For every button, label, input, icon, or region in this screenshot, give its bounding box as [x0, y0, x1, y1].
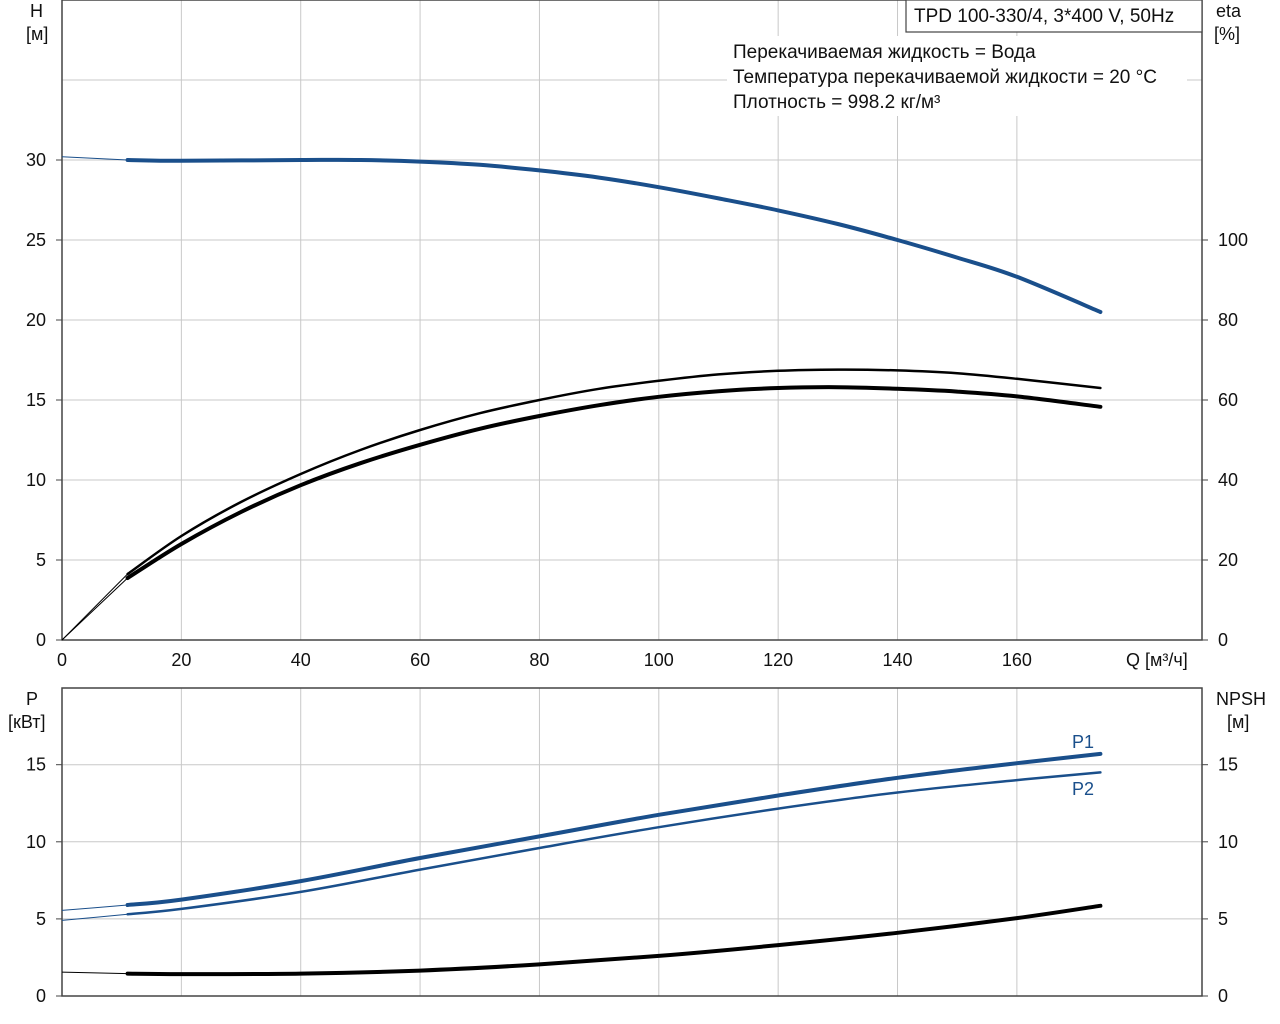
x-axis-label: Q [м³/ч] [1126, 650, 1188, 670]
curve-p1 [125, 751, 1103, 907]
y-right-tick-label: 20 [1218, 550, 1238, 570]
curve-extension-0-0 [61, 156, 128, 161]
title-box-text: TPD 100-330/4, 3*400 V, 50Hz [914, 6, 1174, 27]
x-tick-label: 40 [291, 650, 311, 670]
bottom-y-left-label-unit: [кВт] [8, 712, 46, 732]
y-left-tick-label: 5 [36, 909, 46, 929]
curve-extension-0-2 [61, 577, 128, 641]
y-right-tick-label: 100 [1218, 230, 1248, 250]
x-tick-label: 140 [882, 650, 912, 670]
x-tick-label: 120 [763, 650, 793, 670]
curve-1-2 [125, 903, 1103, 977]
series-label-p2: P2 [1072, 779, 1094, 799]
y-left-tick-label: 0 [36, 986, 46, 1006]
x-tick-label: 60 [410, 650, 430, 670]
info-line-liquid: Перекачиваемая жидкость = Вода [733, 42, 1036, 63]
y-right-tick-label: 60 [1218, 390, 1238, 410]
y-right-tick-label: 15 [1218, 755, 1238, 775]
top-y-right-label-unit: [%] [1214, 24, 1240, 44]
x-tick-label: 20 [171, 650, 191, 670]
y-left-tick-label: 10 [26, 470, 46, 490]
curve-extension-1-1 [61, 913, 128, 921]
title-box [905, 0, 1203, 33]
x-tick-label: 100 [644, 650, 674, 670]
top-y-left-label-name: H [30, 1, 43, 21]
y-right-tick-label: 80 [1218, 310, 1238, 330]
bottom-y-left-label-name: P [26, 689, 38, 709]
y-right-tick-label: 5 [1218, 909, 1228, 929]
bottom-y-right-label-name: NPSH [1216, 689, 1266, 709]
y-right-tick-label: 40 [1218, 470, 1238, 490]
curve-0-1 [126, 368, 1102, 576]
x-tick-label: 160 [1002, 650, 1032, 670]
y-right-tick-label: 10 [1218, 832, 1238, 852]
curve-0-0 [125, 157, 1103, 314]
bottom-y-right-label-unit: [м] [1227, 712, 1249, 732]
y-left-tick-label: 15 [26, 755, 46, 775]
bottom-panel-grid [62, 688, 1202, 996]
y-right-tick-label: 0 [1218, 630, 1228, 650]
info-backdrop [727, 36, 1187, 116]
x-tick-label: 0 [57, 650, 67, 670]
y-left-tick-label: 20 [26, 310, 46, 330]
y-left-tick-label: 10 [26, 832, 46, 852]
curve-extension-1-0 [61, 904, 128, 911]
y-left-tick-label: 5 [36, 550, 46, 570]
curve-p2 [126, 771, 1102, 916]
y-left-tick-label: 0 [36, 630, 46, 650]
y-left-tick-label: 30 [26, 150, 46, 170]
info-line-density: Плотность = 998.2 кг/м³ [733, 92, 940, 113]
curve-0-2 [125, 385, 1103, 580]
x-tick-label: 80 [529, 650, 549, 670]
y-left-tick-label: 15 [26, 390, 46, 410]
y-left-tick-label: 25 [26, 230, 46, 250]
curves [61, 156, 1103, 977]
y-right-tick-label: 0 [1218, 986, 1228, 1006]
series-label-p1: P1 [1072, 732, 1094, 752]
info-line-temperature: Температура перекачиваемой жидкости = 20… [733, 67, 1157, 88]
curve-extension-1-2 [61, 971, 128, 975]
top-y-left-label-unit: [м] [26, 24, 48, 44]
top-y-right-label-name: eta [1216, 1, 1242, 21]
